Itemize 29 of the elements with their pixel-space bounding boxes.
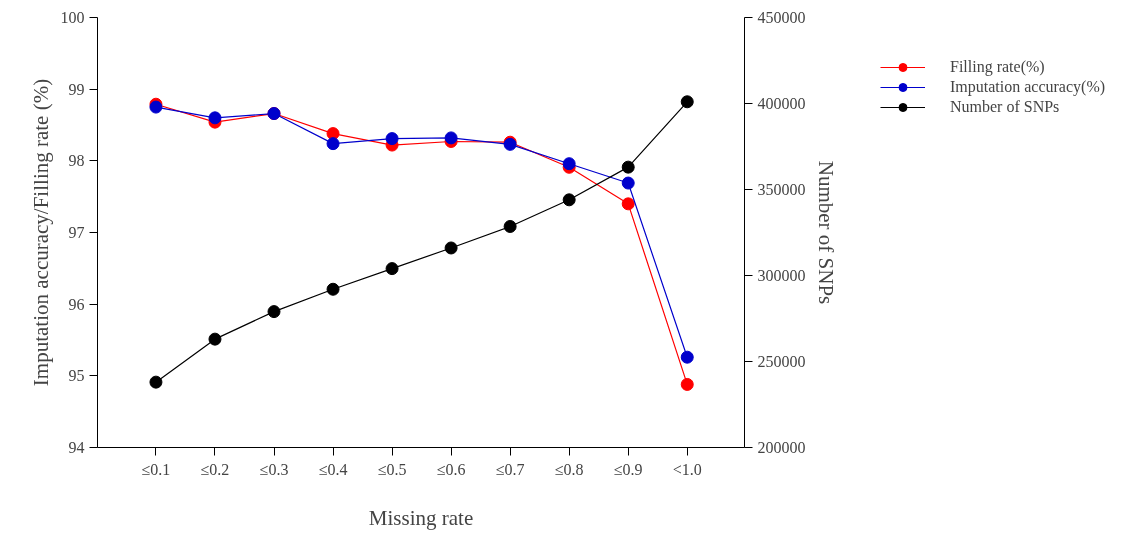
y-tick-label: 99 xyxy=(68,80,85,98)
legend-label: Number of SNPs xyxy=(950,98,1060,116)
y-tick-label: 94 xyxy=(68,439,85,456)
x-tick-label: ≤0.9 xyxy=(613,460,643,478)
y-tick-label: 96 xyxy=(68,295,85,313)
y2-tick-label: 300000 xyxy=(757,267,806,284)
legend-label: Imputation accuracy(%) xyxy=(950,78,1106,96)
y2-tick-label: 450000 xyxy=(757,9,806,26)
y-tick-label: 97 xyxy=(68,224,85,241)
x-tick-label: ≤0.5 xyxy=(377,460,407,478)
y2-tick-label: 250000 xyxy=(757,353,806,370)
y2-tick-label: 350000 xyxy=(757,181,806,198)
x-tick-label: ≤0.7 xyxy=(495,460,525,478)
y-tick-label: 98 xyxy=(68,152,85,170)
x-tick-label: <1.0 xyxy=(672,460,702,478)
y-axis-title: Imputation accuracy/Filling rate (%) xyxy=(28,78,53,387)
x-tick-label: ≤0.8 xyxy=(554,460,584,478)
legend-label: Filling rate(%) xyxy=(950,58,1045,76)
y2-tick-label: 200000 xyxy=(757,439,806,456)
x-tick-label: ≤0.3 xyxy=(259,460,289,478)
y-tick-label: 100 xyxy=(60,9,85,26)
y2-axis-title: Number of SNPs xyxy=(813,160,838,305)
x-tick-label: ≤0.2 xyxy=(200,460,230,478)
x-axis-title: Missing rate xyxy=(368,505,474,530)
x-tick-label: ≤0.4 xyxy=(318,460,348,478)
y-tick-label: 95 xyxy=(68,367,85,385)
y2-tick-label: 400000 xyxy=(757,95,806,112)
x-tick-label: ≤0.6 xyxy=(436,460,466,478)
x-tick-label: ≤0.1 xyxy=(141,460,171,478)
